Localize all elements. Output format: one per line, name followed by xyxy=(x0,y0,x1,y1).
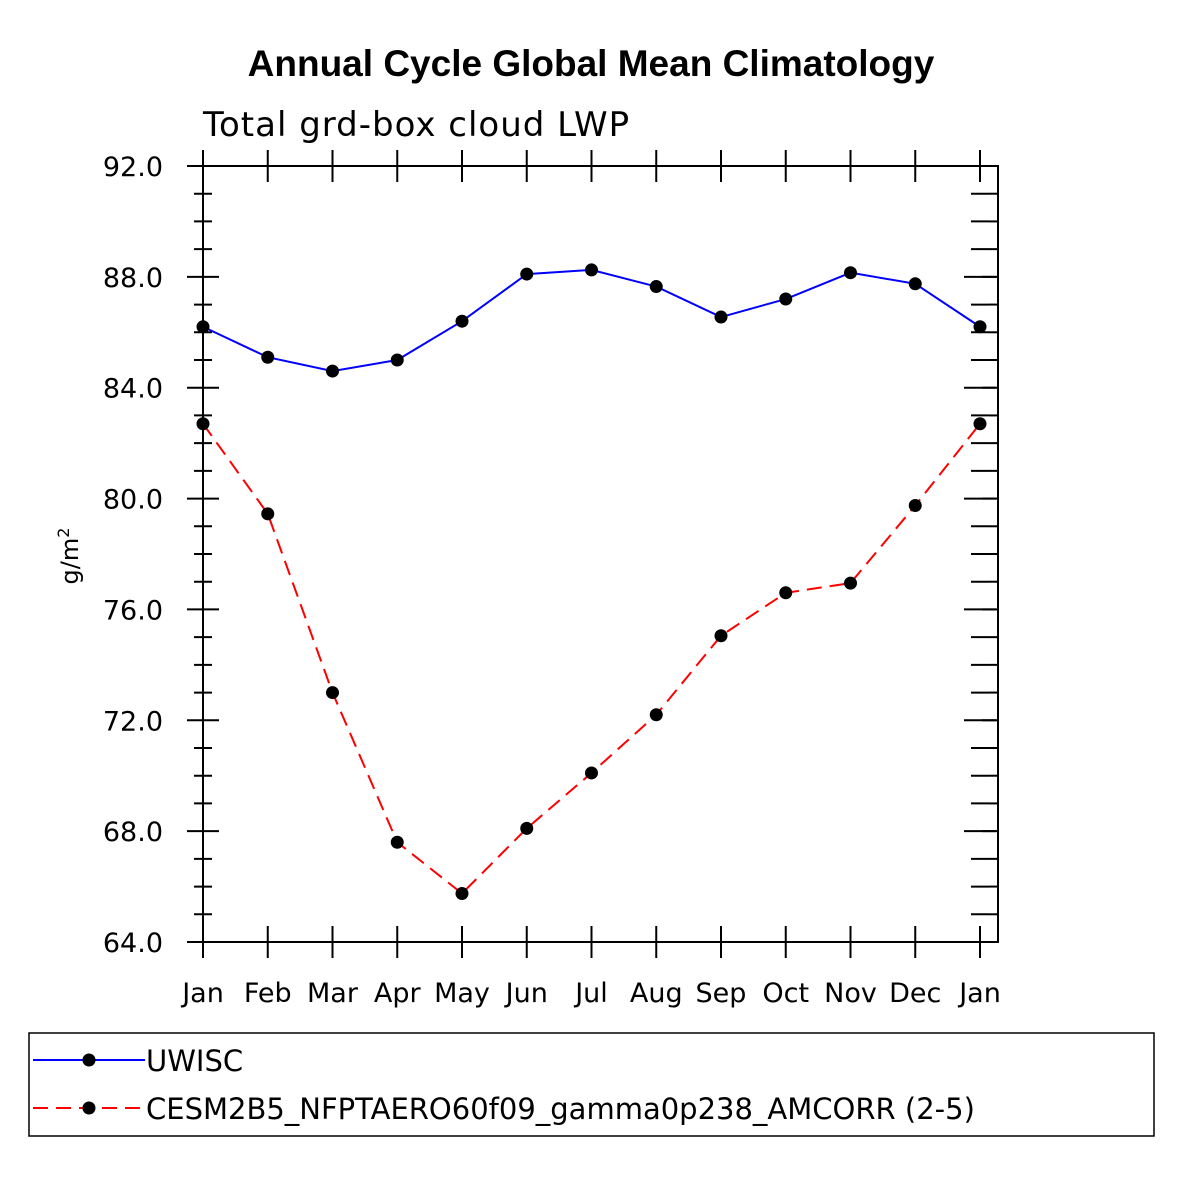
data-point xyxy=(326,364,339,378)
legend-label: CESM2B5_NFPTAERO60f09_gamma0p238_AMCORR … xyxy=(146,1092,975,1126)
x-tick-label: Mar xyxy=(307,978,359,1009)
data-point xyxy=(649,708,663,722)
plot-frame xyxy=(202,165,999,943)
data-point xyxy=(585,766,598,780)
y-tick-label: 72.0 xyxy=(103,706,163,737)
x-tick-label: Oct xyxy=(762,978,809,1009)
data-point xyxy=(714,629,728,643)
x-tick-label: Nov xyxy=(824,978,877,1009)
y-tick-label: 92.0 xyxy=(103,152,163,183)
data-point xyxy=(326,686,339,700)
series-2 xyxy=(196,417,987,900)
x-tick-label: Feb xyxy=(244,978,292,1009)
data-point xyxy=(779,292,793,306)
chart-subtitle: Total grd-box cloud LWP xyxy=(202,105,630,145)
y-tick-label: 64.0 xyxy=(103,928,163,959)
y-tick-label: 88.0 xyxy=(103,263,163,294)
data-point xyxy=(520,267,534,281)
plot-axes: 64.0 68.0 72.0 76.0 80.0 84.0 88.0 92.0 Jan Feb Ma… xyxy=(103,150,1001,1009)
x-tick-label: Jan xyxy=(180,978,224,1009)
x-tick-label: Aug xyxy=(630,978,683,1009)
legend-box xyxy=(28,1032,1155,1137)
chart-title: Annual Cycle Global Mean Climatology xyxy=(248,43,935,84)
legend-label: UWISC xyxy=(146,1044,243,1078)
data-point xyxy=(455,887,469,900)
data-point xyxy=(973,417,987,431)
x-tick-label: Sep xyxy=(696,978,747,1009)
data-point xyxy=(261,350,275,364)
data-point xyxy=(973,320,987,334)
y-axis-label: g/m2 xyxy=(54,528,84,585)
series-1 xyxy=(196,263,987,378)
data-point xyxy=(649,280,663,294)
legend-entry-1: UWISC xyxy=(33,1044,243,1078)
data-point xyxy=(908,499,922,512)
x-tick-label: Jul xyxy=(573,978,608,1009)
y-tick-label: 80.0 xyxy=(103,485,163,516)
data-point xyxy=(714,310,728,324)
data-point xyxy=(390,353,404,367)
series-layer xyxy=(196,263,987,900)
legend: UWISC CESM2B5_NFPTAERO60f09_gamma0p238_AM… xyxy=(28,1032,1155,1137)
data-point xyxy=(390,835,404,849)
legend-marker xyxy=(82,1101,96,1115)
data-point xyxy=(261,507,275,521)
data-point xyxy=(844,576,857,590)
data-point xyxy=(455,314,469,328)
data-point xyxy=(844,266,857,280)
y-tick-label: 76.0 xyxy=(103,595,163,626)
x-tick-label: Jun xyxy=(504,978,548,1009)
data-point xyxy=(196,417,210,431)
data-point xyxy=(520,821,534,835)
series-line xyxy=(202,268,981,373)
legend-items: UWISC CESM2B5_NFPTAERO60f09_gamma0p238_AM… xyxy=(33,1044,975,1126)
data-point xyxy=(196,320,210,334)
legend-marker xyxy=(82,1053,96,1067)
y-tick-label: 68.0 xyxy=(103,817,163,848)
x-tick-label: May xyxy=(434,978,490,1009)
y-axis-label-unit: g/m xyxy=(56,538,84,585)
data-point xyxy=(779,586,793,600)
x-tick-label: Apr xyxy=(374,978,422,1009)
x-tick-label: Jan xyxy=(957,978,1001,1009)
x-tick-label: Dec xyxy=(889,978,941,1009)
y-axis-label-superscript: 2 xyxy=(54,528,73,538)
y-tick-label: 84.0 xyxy=(103,374,163,405)
data-point xyxy=(585,263,598,277)
data-point xyxy=(908,277,922,291)
series-line xyxy=(202,423,981,895)
legend-entry-2: CESM2B5_NFPTAERO60f09_gamma0p238_AMCORR … xyxy=(33,1092,975,1126)
